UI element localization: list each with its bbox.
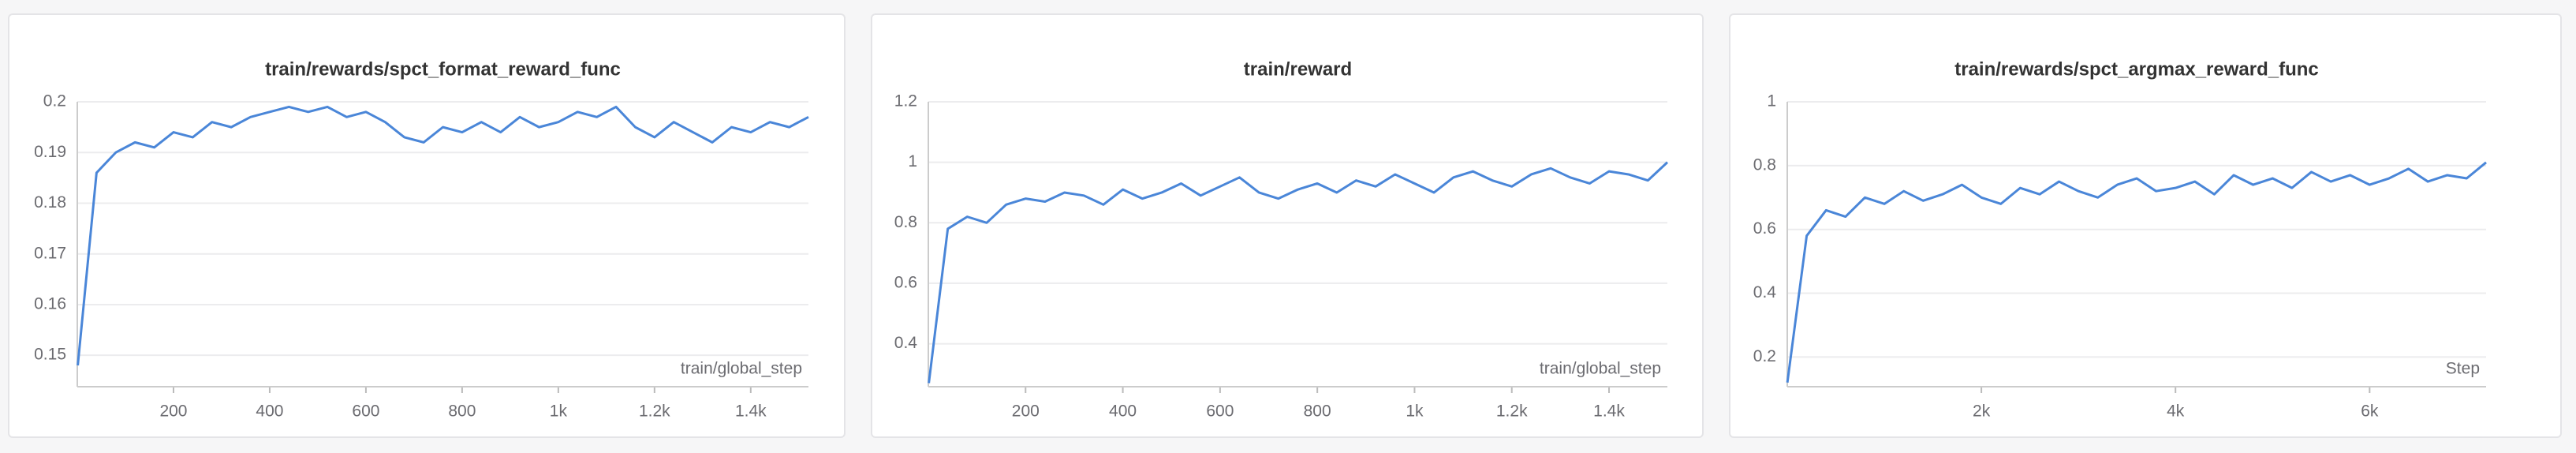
y-tick-label: 0.16: [34, 294, 66, 313]
data-line: [77, 105, 809, 366]
y-tick-label: 0.19: [34, 143, 66, 161]
x-axis-label: train/global_step: [681, 360, 802, 378]
x-tick-label: 200: [1012, 402, 1040, 421]
data-line: [1786, 161, 2487, 383]
y-tick-label: 0.18: [34, 193, 66, 212]
y-tick-label: 1: [1767, 92, 1776, 110]
x-tick-label: 400: [1109, 402, 1137, 421]
x-tick-label: 1.2k: [1496, 402, 1528, 421]
x-tick-label: 600: [352, 402, 379, 421]
y-tick-label: 0.6: [894, 273, 917, 291]
chart-title: train/reward: [1244, 58, 1352, 80]
panel: train/rewards/spct_format_reward_func 0.1…: [8, 13, 846, 438]
x-tick-label: 2k: [1973, 402, 1991, 421]
panel: train/reward 0.4 0.6 0.8 1 1.2 200 400 600 800 1k 1…: [871, 13, 1704, 438]
x-tick-label: 1k: [550, 402, 568, 421]
chart-title: train/rewards/spct_argmax_reward_func: [1954, 58, 2319, 80]
y-tick-label: 0.2: [1753, 347, 1776, 365]
x-tick-label: 1.4k: [1593, 402, 1625, 421]
y-tick-label: 1.2: [894, 92, 917, 110]
y-tick-label: 0.15: [34, 346, 66, 364]
y-tick-label: 0.4: [1753, 283, 1777, 301]
chart: train/rewards/spct_argmax_reward_func 0.2…: [1753, 58, 2487, 421]
y-tick-label: 1: [908, 152, 917, 170]
x-tick-label: 400: [256, 402, 283, 421]
y-tick-label: 0.2: [43, 92, 66, 110]
y-tick-label: 0.17: [34, 244, 66, 262]
y-tick-label: 0.6: [1753, 219, 1776, 238]
x-tick-label: 4k: [2167, 402, 2185, 421]
x-axis-label: train/global_step: [1540, 360, 1661, 378]
x-tick-label: 600: [1206, 402, 1234, 421]
x-axis-label: Step: [2446, 360, 2480, 378]
chart: train/rewards/spct_format_reward_func 0.1…: [34, 58, 809, 421]
panel: train/rewards/spct_argmax_reward_func 0.2…: [1729, 13, 2562, 438]
y-tick-label: 0.8: [894, 213, 917, 231]
x-tick-label: 1k: [1406, 402, 1424, 421]
x-tick-label: 200: [159, 402, 187, 421]
x-tick-label: 800: [1304, 402, 1331, 421]
y-tick-label: 0.4: [894, 334, 918, 352]
chart: train/reward 0.4 0.6 0.8 1 1.2 200 400 600 800 1k 1…: [894, 58, 1669, 421]
x-tick-label: 800: [448, 402, 476, 421]
data-line: [928, 161, 1669, 384]
x-tick-label: 1.2k: [639, 402, 670, 421]
chart-title: train/rewards/spct_format_reward_func: [265, 58, 621, 80]
x-tick-label: 6k: [2361, 402, 2379, 421]
y-tick-label: 0.8: [1753, 155, 1776, 174]
x-tick-label: 1.4k: [735, 402, 767, 421]
